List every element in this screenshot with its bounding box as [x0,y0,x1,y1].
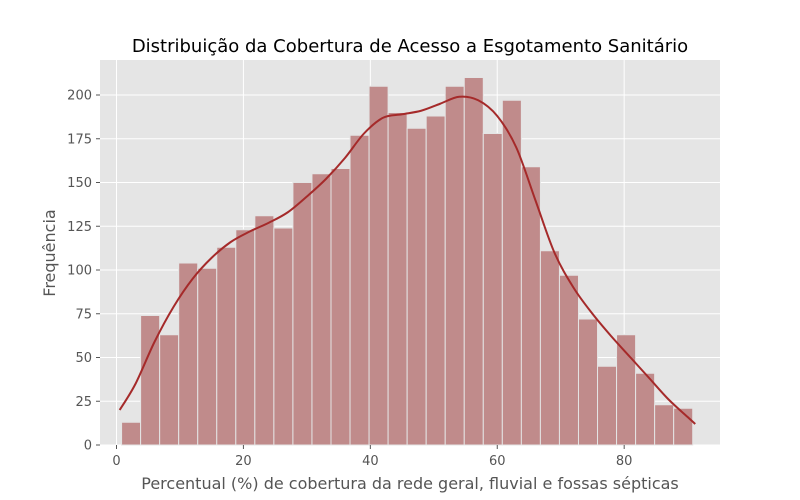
y-tick-label: 200 [67,89,92,104]
x-axis-label: Percentual (%) de cobertura da rede gera… [141,474,679,493]
histogram-bar [121,421,142,446]
histogram-bar [463,77,484,446]
histogram-bar [558,274,579,446]
y-tick-label: 175 [67,132,92,147]
histogram-bar [368,85,389,446]
histogram-bar [349,134,370,446]
histogram-bar [330,168,351,446]
y-tick-label: 150 [67,176,92,191]
histogram-bar [387,112,408,446]
y-tick-label: 25 [75,395,92,410]
histogram-bar [254,215,275,446]
chart-title: Distribuição da Cobertura de Acesso a Es… [132,36,688,57]
histogram-bar [159,334,180,446]
y-axis-ticks: 0 25 50 75 100 125 150 175 200 [67,89,100,454]
histogram-bar [235,229,256,446]
kde-curve [118,95,696,425]
histogram-bar [635,372,656,446]
histogram-bar [178,262,199,446]
x-axis-ticks: 0 20 40 60 80 [112,445,632,469]
histogram-bar [425,115,446,446]
y-tick-label: 50 [75,351,92,366]
histogram-bar [482,133,503,446]
histogram-bar [539,250,560,446]
histogram-bar [292,182,313,446]
y-tick-label: 125 [67,220,92,235]
histogram-bar [216,246,237,446]
y-tick-label: 100 [67,264,92,279]
histogram-bar [654,404,675,446]
x-tick-label: 60 [489,454,506,469]
histogram-bars [121,77,694,446]
y-tick-label: 0 [84,439,92,454]
histogram-bar [311,173,332,446]
x-tick-label: 80 [616,454,633,469]
histogram-bar [406,127,427,446]
x-tick-label: 40 [362,454,379,469]
y-axis-label: Frequência [40,209,59,296]
histogram-bar [597,365,618,446]
x-tick-label: 0 [112,454,120,469]
y-tick-label: 75 [75,307,92,322]
histogram-bar [197,267,218,446]
histogram-bar [577,318,599,446]
histogram-bar [273,227,294,446]
x-tick-label: 20 [235,454,252,469]
histogram-bar [140,315,161,446]
histogram-bar [444,85,465,446]
